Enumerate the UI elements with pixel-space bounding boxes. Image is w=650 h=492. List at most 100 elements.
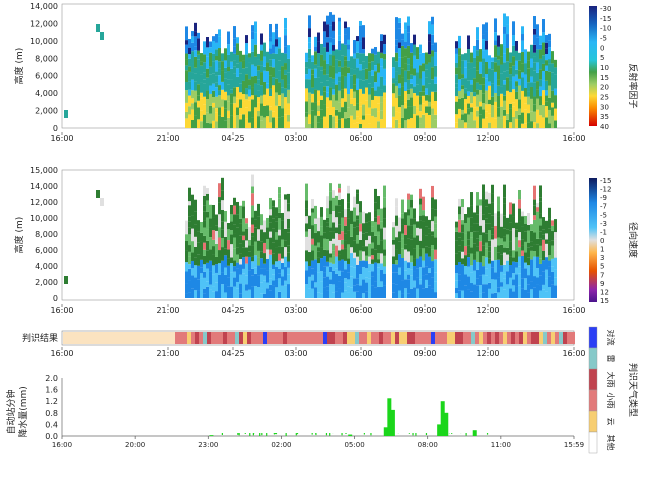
echo-cell	[494, 293, 497, 298]
echo-cell	[242, 201, 245, 207]
echo-cell	[188, 90, 191, 96]
echo-cell	[491, 227, 494, 234]
echo-cell	[197, 59, 200, 71]
echo-cell	[254, 95, 257, 107]
echo-cell	[350, 237, 353, 247]
classification-cell	[263, 332, 267, 344]
echo-cell	[428, 84, 431, 95]
echo-cell	[395, 260, 398, 264]
echo-cell	[374, 263, 377, 275]
y-tick-label: 14,000	[30, 2, 58, 11]
echo-cell	[287, 252, 290, 261]
echo-cell	[329, 258, 332, 263]
precip-bar	[426, 433, 427, 435]
echo-cell	[251, 237, 254, 246]
echo-cell	[503, 265, 506, 274]
echo-cell	[239, 74, 242, 83]
echo-cell	[353, 75, 356, 85]
echo-cell	[212, 61, 215, 73]
echo-cell	[374, 90, 377, 96]
classification-cell	[483, 332, 487, 344]
echo-cell	[380, 67, 383, 77]
echo-cell	[413, 208, 416, 218]
echo-cell	[64, 110, 68, 118]
echo-cell	[188, 264, 191, 269]
echo-cell	[269, 48, 272, 54]
echo-cell	[191, 268, 194, 275]
echo-cell	[479, 199, 482, 205]
echo-cell	[488, 283, 491, 289]
echo-cell	[527, 113, 530, 122]
echo-cell	[392, 264, 395, 272]
echo-cell	[377, 236, 380, 245]
echo-cell	[347, 107, 350, 118]
echo-cell	[332, 67, 335, 79]
echo-cell	[359, 212, 362, 223]
echo-cell	[536, 73, 539, 81]
echo-cell	[476, 40, 479, 50]
echo-cell	[209, 94, 212, 106]
echo-cell	[413, 249, 416, 259]
echo-cell	[536, 285, 539, 298]
echo-cell	[533, 220, 536, 233]
echo-cell	[224, 79, 227, 92]
echo-cell	[269, 255, 272, 269]
echo-cell	[347, 218, 350, 230]
echo-cell	[476, 70, 479, 82]
echo-cell	[275, 47, 278, 54]
echo-cell	[515, 75, 518, 81]
echo-cell	[548, 219, 551, 229]
echo-cell	[527, 247, 530, 257]
echo-cell	[485, 218, 488, 223]
echo-cell	[503, 229, 506, 237]
echo-cell	[221, 210, 224, 221]
echo-cell	[419, 92, 422, 97]
echo-cell	[311, 199, 314, 208]
echo-cell	[380, 103, 383, 111]
echo-cell	[257, 275, 260, 287]
classification-cell	[223, 332, 227, 344]
echo-cell	[308, 289, 311, 294]
echo-cell	[428, 106, 431, 115]
echo-cell	[236, 108, 239, 116]
echo-cell	[530, 45, 533, 59]
echo-cell	[257, 70, 260, 79]
echo-cell	[551, 231, 554, 241]
echo-cell	[428, 268, 431, 272]
echo-cell	[485, 32, 488, 41]
echo-cell	[326, 286, 329, 290]
classification-cell	[287, 332, 291, 344]
echo-cell	[395, 53, 398, 61]
echo-cell	[233, 198, 236, 206]
echo-cell	[356, 90, 359, 104]
echo-cell	[407, 239, 410, 252]
echo-cell	[338, 72, 341, 77]
echo-cell	[509, 81, 512, 92]
echo-cell	[275, 216, 278, 221]
echo-cell	[533, 70, 536, 82]
echo-cell	[200, 74, 203, 82]
echo-cell	[491, 215, 494, 227]
echo-cell	[317, 243, 320, 247]
echo-cell	[200, 110, 203, 116]
echo-cell	[341, 67, 344, 76]
echo-cell	[479, 206, 482, 213]
echo-cell	[233, 214, 236, 224]
echo-cell	[410, 240, 413, 246]
echo-cell	[251, 233, 254, 237]
echo-cell	[374, 275, 377, 281]
echo-cell	[221, 90, 224, 100]
echo-cell	[473, 58, 476, 67]
echo-cell	[209, 74, 212, 85]
echo-cell	[269, 278, 272, 285]
echo-cell	[491, 202, 494, 215]
echo-cell	[551, 116, 554, 128]
echo-cell	[479, 226, 482, 235]
echo-cell	[323, 288, 326, 298]
echo-cell	[422, 267, 425, 275]
echo-cell	[317, 42, 320, 53]
echo-cell	[539, 87, 542, 96]
echo-cell	[542, 117, 545, 128]
echo-cell	[245, 94, 248, 99]
echo-cell	[488, 258, 491, 263]
